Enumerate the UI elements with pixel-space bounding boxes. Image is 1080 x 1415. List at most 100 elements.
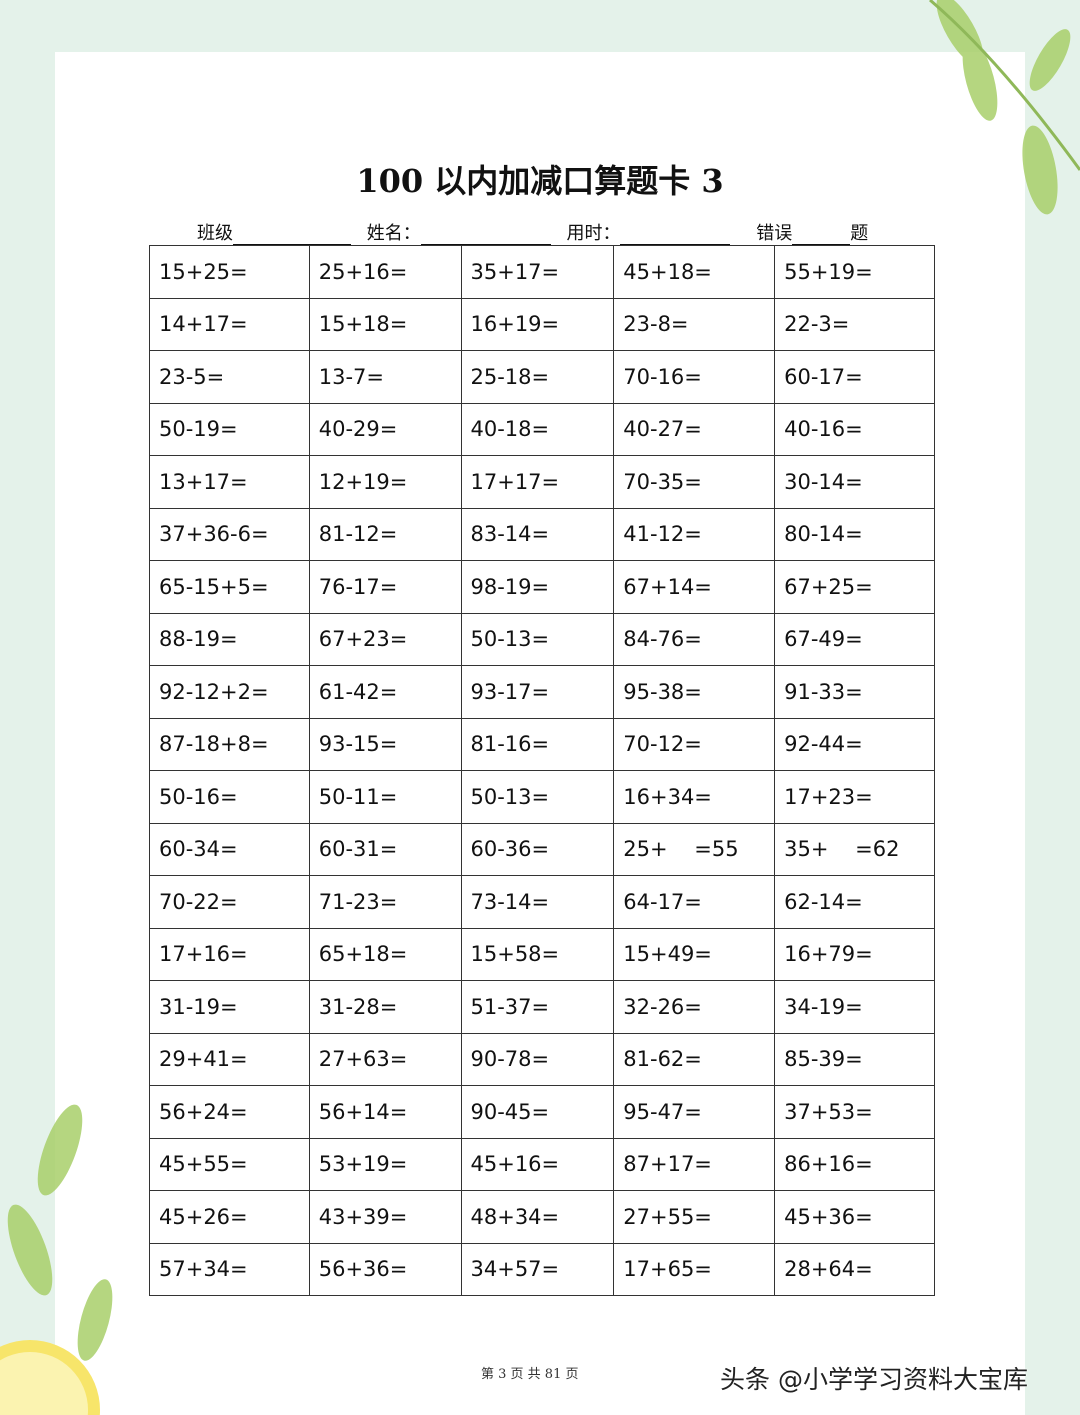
problem-cell: 17+16= bbox=[149, 927, 310, 981]
problem-cell: 22-3= bbox=[774, 297, 935, 351]
problem-cell: 92-12+2= bbox=[149, 665, 310, 719]
table-row: 14+17= 15+18= 16+19= 23-8= 22-3= bbox=[149, 297, 935, 351]
problem-cell: 13-7= bbox=[308, 350, 462, 404]
problem-cell: 81-16= bbox=[460, 717, 615, 771]
problem-cell: 17+23= bbox=[774, 770, 935, 824]
errors-label: 错误 bbox=[756, 223, 793, 244]
problem-cell: 91-33= bbox=[774, 665, 935, 719]
problem-cell: 16+79= bbox=[774, 927, 935, 981]
problem-cell: 61-42= bbox=[308, 665, 462, 719]
problem-cell: 95-47= bbox=[613, 1085, 776, 1139]
problem-cell: 41-12= bbox=[613, 507, 776, 561]
problem-cell: 85-39= bbox=[774, 1032, 935, 1086]
problem-cell: 37+53= bbox=[774, 1085, 935, 1139]
problem-cell: 53+19= bbox=[308, 1137, 462, 1191]
problem-cell: 48+34= bbox=[460, 1190, 615, 1244]
problem-cell: 50-19= bbox=[149, 402, 310, 456]
errors-suffix: 题 bbox=[850, 223, 869, 244]
problem-cell: 71-23= bbox=[308, 875, 462, 929]
problem-cell: 64-17= bbox=[613, 875, 776, 929]
problem-cell: 15+49= bbox=[613, 927, 776, 981]
table-row: 50-19= 40-29= 40-18= 40-27= 40-16= bbox=[149, 402, 935, 456]
table-row: 37+36-6= 81-12= 83-14= 41-12= 80-14= bbox=[149, 507, 935, 561]
table-row: 88-19= 67+23= 50-13= 84-76= 67-49= bbox=[149, 612, 935, 666]
problem-cell: 34-19= bbox=[774, 980, 935, 1034]
table-row: 23-5= 13-7= 25-18= 70-16= 60-17= bbox=[149, 350, 935, 404]
problem-cell: 28+64= bbox=[774, 1242, 935, 1296]
problem-cell: 50-13= bbox=[460, 612, 615, 666]
table-row: 45+55= 53+19= 45+16= 87+17= 86+16= bbox=[149, 1137, 935, 1191]
problem-cell: 35+17= bbox=[460, 245, 615, 299]
problem-cell: 95-38= bbox=[613, 665, 776, 719]
problem-table: 15+25= 25+16= 35+17= 45+18= 55+19= 14+17= 15+1… bbox=[149, 245, 935, 1296]
name-blank bbox=[420, 224, 551, 245]
problem-cell: 15+25= bbox=[149, 245, 310, 299]
problem-cell: 70-22= bbox=[149, 875, 310, 929]
problem-cell: 27+63= bbox=[308, 1032, 462, 1086]
problem-cell: 34+57= bbox=[460, 1242, 615, 1296]
problem-cell: 83-14= bbox=[460, 507, 615, 561]
problem-cell: 86+16= bbox=[774, 1137, 935, 1191]
problem-cell: 15+58= bbox=[460, 927, 615, 981]
errors-blank bbox=[792, 224, 851, 245]
time-blank bbox=[620, 224, 731, 245]
problem-cell: 92-44= bbox=[774, 717, 935, 771]
problem-cell: 81-12= bbox=[308, 507, 462, 561]
problem-cell: 12+19= bbox=[308, 455, 462, 509]
lemon-leaf-decoration-bottom-left bbox=[0, 1104, 113, 1415]
table-row: 70-22= 71-23= 73-14= 64-17= 62-14= bbox=[149, 875, 935, 929]
problem-cell: 55+19= bbox=[774, 245, 935, 299]
problem-cell: 50-13= bbox=[460, 770, 615, 824]
problem-cell: 93-15= bbox=[308, 717, 462, 771]
problem-cell: 81-62= bbox=[613, 1032, 776, 1086]
problem-cell: 98-19= bbox=[460, 560, 615, 614]
problem-cell: 67-49= bbox=[774, 612, 935, 666]
table-row: 50-16= 50-11= 50-13= 16+34= 17+23= bbox=[149, 770, 935, 824]
time-label: 用时： bbox=[566, 223, 621, 244]
problem-cell: 29+41= bbox=[149, 1032, 310, 1086]
problem-cell: 17+17= bbox=[460, 455, 615, 509]
problem-cell: 70-12= bbox=[613, 717, 776, 771]
problem-cell: 50-11= bbox=[308, 770, 462, 824]
problem-cell: 90-45= bbox=[460, 1085, 615, 1139]
table-row: 17+16= 65+18= 15+58= 15+49= 16+79= bbox=[149, 927, 935, 981]
name-label: 姓名： bbox=[366, 223, 421, 244]
problem-cell: 70-16= bbox=[613, 350, 776, 404]
table-row: 15+25= 25+16= 35+17= 45+18= 55+19= bbox=[149, 245, 935, 299]
leaf-decoration-top-right bbox=[929, 0, 1080, 215]
problem-cell: 90-78= bbox=[460, 1032, 615, 1086]
problem-cell: 45+16= bbox=[460, 1137, 615, 1191]
table-row: 29+41= 27+63= 90-78= 81-62= 85-39= bbox=[149, 1032, 935, 1086]
problem-cell: 30-14= bbox=[774, 455, 935, 509]
page-number: 第 3 页 共 81 页 bbox=[481, 1367, 579, 1382]
problem-cell: 16+34= bbox=[613, 770, 776, 824]
problem-cell: 60-17= bbox=[774, 350, 935, 404]
problem-cell: 43+39= bbox=[308, 1190, 462, 1244]
problem-cell: 45+26= bbox=[149, 1190, 310, 1244]
problem-cell: 60-36= bbox=[460, 822, 615, 876]
problem-cell: 62-14= bbox=[774, 875, 935, 929]
problem-cell: 60-34= bbox=[149, 822, 310, 876]
problem-cell: 45+36= bbox=[774, 1190, 935, 1244]
table-row: 65-15+5= 76-17= 98-19= 67+14= 67+25= bbox=[149, 560, 935, 614]
problem-cell: 27+55= bbox=[613, 1190, 776, 1244]
class-label: 班级 bbox=[197, 223, 233, 244]
problem-cell: 25-18= bbox=[460, 350, 615, 404]
problem-cell: 40-29= bbox=[308, 402, 462, 456]
problem-cell: 25+16= bbox=[308, 245, 462, 299]
problem-cell: 25+ =55 bbox=[613, 822, 776, 876]
table-row: 13+17= 12+19= 17+17= 70-35= 30-14= bbox=[149, 455, 935, 509]
problem-cell: 15+18= bbox=[308, 297, 462, 351]
problem-cell: 65+18= bbox=[308, 927, 462, 981]
problem-cell: 14+17= bbox=[149, 297, 310, 351]
problem-cell: 17+65= bbox=[613, 1242, 776, 1296]
problem-cell: 40-16= bbox=[774, 402, 935, 456]
problem-cell: 23-5= bbox=[149, 350, 310, 404]
watermark: 头条 @小学学习资料大宝库 bbox=[720, 1365, 1028, 1394]
problem-cell: 73-14= bbox=[460, 875, 615, 929]
problem-cell: 16+19= bbox=[460, 297, 615, 351]
problem-cell: 56+36= bbox=[308, 1242, 462, 1296]
table-row: 60-34= 60-31= 60-36= 25+ =55 35+ =62 bbox=[149, 822, 935, 876]
problem-cell: 80-14= bbox=[774, 507, 935, 561]
problem-cell: 56+24= bbox=[149, 1085, 310, 1139]
